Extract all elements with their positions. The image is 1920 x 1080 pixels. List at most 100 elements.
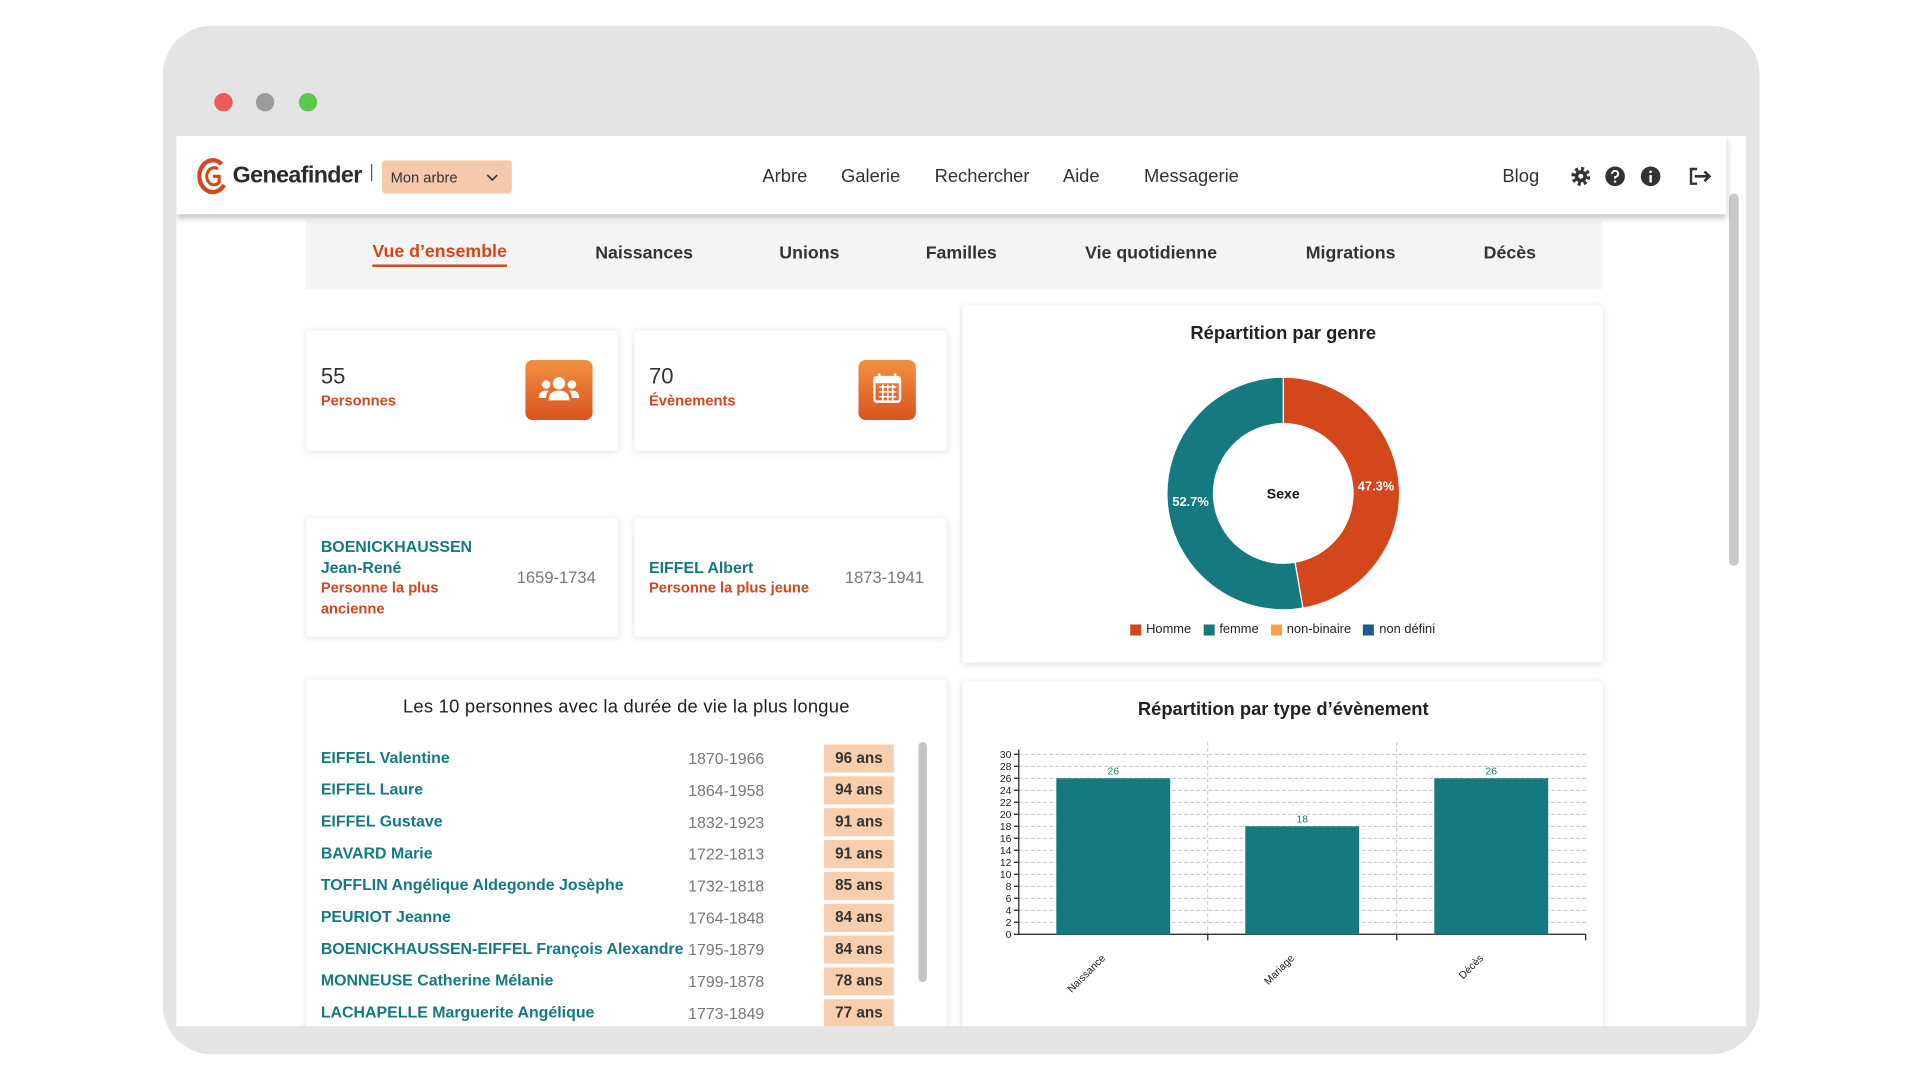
stat-card: 55 Personnes bbox=[306, 330, 619, 451]
y-tick-label: 10 bbox=[1000, 870, 1012, 881]
chevron bbox=[486, 174, 498, 182]
longevity-row: EIFFEL Valentine 1870-1966 96 ans bbox=[320, 743, 897, 773]
header-icons bbox=[1571, 166, 1712, 187]
person-info: EIFFEL Albert Personne la plus jeune bbox=[649, 518, 833, 637]
bar[interactable] bbox=[1434, 778, 1549, 935]
tab[interactable]: Décès bbox=[1483, 243, 1536, 264]
y-tick-label: 8 bbox=[1006, 882, 1012, 893]
age-badge: 77 ans bbox=[824, 998, 894, 1027]
logout-icon[interactable] bbox=[1689, 167, 1712, 185]
data-label: 52.7% bbox=[1172, 494, 1209, 509]
nav-link[interactable]: Galerie bbox=[841, 165, 901, 187]
logo-icon[interactable] bbox=[197, 156, 229, 198]
legend-item[interactable]: Homme bbox=[1130, 622, 1191, 637]
separator bbox=[371, 164, 373, 182]
bar[interactable] bbox=[1245, 826, 1360, 935]
pie-slice bbox=[1166, 376, 1304, 611]
person-name[interactable]: LACHAPELLE Marguerite Angélique bbox=[320, 1002, 595, 1022]
chart-title: Répartition par genre bbox=[1190, 322, 1376, 343]
help-icon[interactable] bbox=[1605, 166, 1625, 187]
person-name[interactable]: BAVARD Marie bbox=[320, 843, 433, 863]
minimize-dot[interactable] bbox=[255, 93, 275, 112]
person-years: 1764-1848 bbox=[688, 907, 765, 927]
logo-text[interactable]: Geneafinder bbox=[232, 162, 363, 189]
x-tick-label: Mariage bbox=[1263, 953, 1297, 987]
person-name[interactable]: EIFFEL Laure bbox=[320, 780, 424, 799]
calendar-icon bbox=[858, 360, 916, 420]
longevity-row: BAVARD Marie 1722-1813 91 ans bbox=[321, 839, 897, 868]
legend-item[interactable]: non-binaire bbox=[1270, 622, 1351, 637]
legend-item[interactable]: femme bbox=[1203, 622, 1259, 637]
nav-link[interactable]: Blog bbox=[1502, 165, 1540, 187]
legend: Homme femme non-binaire non défini bbox=[962, 622, 1602, 637]
person-name[interactable]: EIFFEL Gustave bbox=[320, 811, 443, 831]
tab[interactable]: Migrations bbox=[1305, 243, 1396, 264]
person-years: 1873-1941 bbox=[844, 568, 924, 587]
person-name[interactable]: TOFFLIN Angélique Aldegonde Josèphe bbox=[320, 875, 624, 894]
person-info: BOENICKHAUSSEN Jean-René Personne la plu… bbox=[321, 518, 505, 637]
tab[interactable]: Unions bbox=[779, 243, 840, 264]
settings-icon[interactable] bbox=[1571, 166, 1591, 186]
tab[interactable]: Vie quotidienne bbox=[1085, 243, 1217, 264]
person-years: 1773-1849 bbox=[688, 1003, 765, 1022]
stat-label: Personnes bbox=[320, 391, 396, 409]
person-name[interactable]: MONNEUSE Catherine Mélanie bbox=[320, 971, 554, 990]
scrollbar-thumb[interactable] bbox=[1728, 193, 1739, 566]
person-name[interactable]: PEURIOT Jeanne bbox=[320, 907, 451, 926]
person-caption: Personne la plus jeune bbox=[648, 578, 810, 596]
person-name[interactable]: BOENICKHAUSSEN Jean-René bbox=[320, 536, 473, 577]
y-tick-label: 0 bbox=[1006, 930, 1012, 941]
y-tick-label: 30 bbox=[1000, 750, 1012, 761]
chart-title: Répartition par type d’évènement bbox=[1138, 698, 1429, 719]
age-badge: 96 ans bbox=[824, 743, 894, 773]
tab[interactable]: Familles bbox=[925, 243, 997, 264]
longevity-row: PEURIOT Jeanne 1764-1848 84 ans bbox=[320, 902, 897, 932]
person-years: 1799-1878 bbox=[688, 971, 765, 990]
longevity-row: BOENICKHAUSSEN-EIFFEL François Alexandre… bbox=[320, 934, 897, 964]
close-dot[interactable] bbox=[214, 93, 233, 112]
bar[interactable] bbox=[1056, 778, 1171, 935]
y-tick-label: 26 bbox=[1000, 774, 1012, 785]
person-years: 1732-1818 bbox=[688, 876, 765, 895]
tab[interactable]: Naissances bbox=[595, 243, 693, 264]
data-label: 47.3% bbox=[1358, 478, 1395, 493]
legend-swatch bbox=[1363, 623, 1375, 635]
person-years: 1659-1734 bbox=[516, 568, 596, 587]
person-name[interactable]: EIFFEL Albert bbox=[648, 557, 754, 577]
x-tick-label: Décès bbox=[1457, 953, 1486, 982]
nav-link[interactable]: Aide bbox=[1062, 165, 1100, 187]
age-badge: 78 ans bbox=[824, 966, 894, 995]
pie-card: Répartition par genre 47.3% 52.7% Sexe Homm… bbox=[962, 304, 1603, 663]
legend-item[interactable]: non défini bbox=[1363, 622, 1435, 637]
browser-viewport: Geneafinder Mon arbre Blog Arbre Galerie R… bbox=[176, 135, 1747, 1027]
nav-link[interactable]: Rechercher bbox=[934, 165, 1030, 187]
person-card: EIFFEL Albert Personne la plus jeune 187… bbox=[634, 517, 947, 637]
bar-card: Répartition par type d’évènement 0 2 4 6 8 10 1… bbox=[962, 680, 1603, 1027]
person-years: 1722-1813 bbox=[688, 844, 765, 863]
longevity-row: EIFFEL Gustave 1832-1923 91 ans bbox=[321, 807, 897, 836]
age-badge: 84 ans bbox=[824, 934, 894, 964]
stat-value: 55 bbox=[320, 363, 346, 389]
bar-chart: Répartition par type d’évènement02468101… bbox=[1000, 698, 1587, 995]
age-badge: 94 ans bbox=[824, 775, 894, 804]
legend-swatch bbox=[1203, 623, 1215, 635]
person-name[interactable]: EIFFEL Valentine bbox=[320, 748, 450, 767]
maximize-dot[interactable] bbox=[298, 93, 318, 112]
person-years: 1870-1966 bbox=[688, 748, 765, 768]
age-badge: 91 ans bbox=[824, 807, 894, 836]
nav-link[interactable]: Messagerie bbox=[1143, 165, 1239, 187]
tree-select[interactable]: Mon arbre bbox=[382, 160, 512, 194]
people-icon bbox=[525, 360, 593, 420]
scrollbar-thumb[interactable] bbox=[918, 742, 927, 983]
person-name[interactable]: BOENICKHAUSSEN-EIFFEL François Alexandre bbox=[320, 939, 684, 958]
person-card: BOENICKHAUSSEN Jean-René Personne la plu… bbox=[306, 517, 619, 637]
tab[interactable]: Vue d’ensemble bbox=[372, 242, 507, 267]
data-label: 26 bbox=[1485, 767, 1497, 778]
info-icon[interactable] bbox=[1640, 166, 1661, 187]
nav-link[interactable]: Arbre bbox=[762, 165, 808, 187]
data-label: 18 bbox=[1296, 815, 1308, 826]
card-title: Les 10 personnes avec la durée de vie la… bbox=[402, 696, 850, 718]
legend-label: Homme bbox=[1146, 622, 1192, 637]
legend-label: non défini bbox=[1379, 622, 1436, 637]
